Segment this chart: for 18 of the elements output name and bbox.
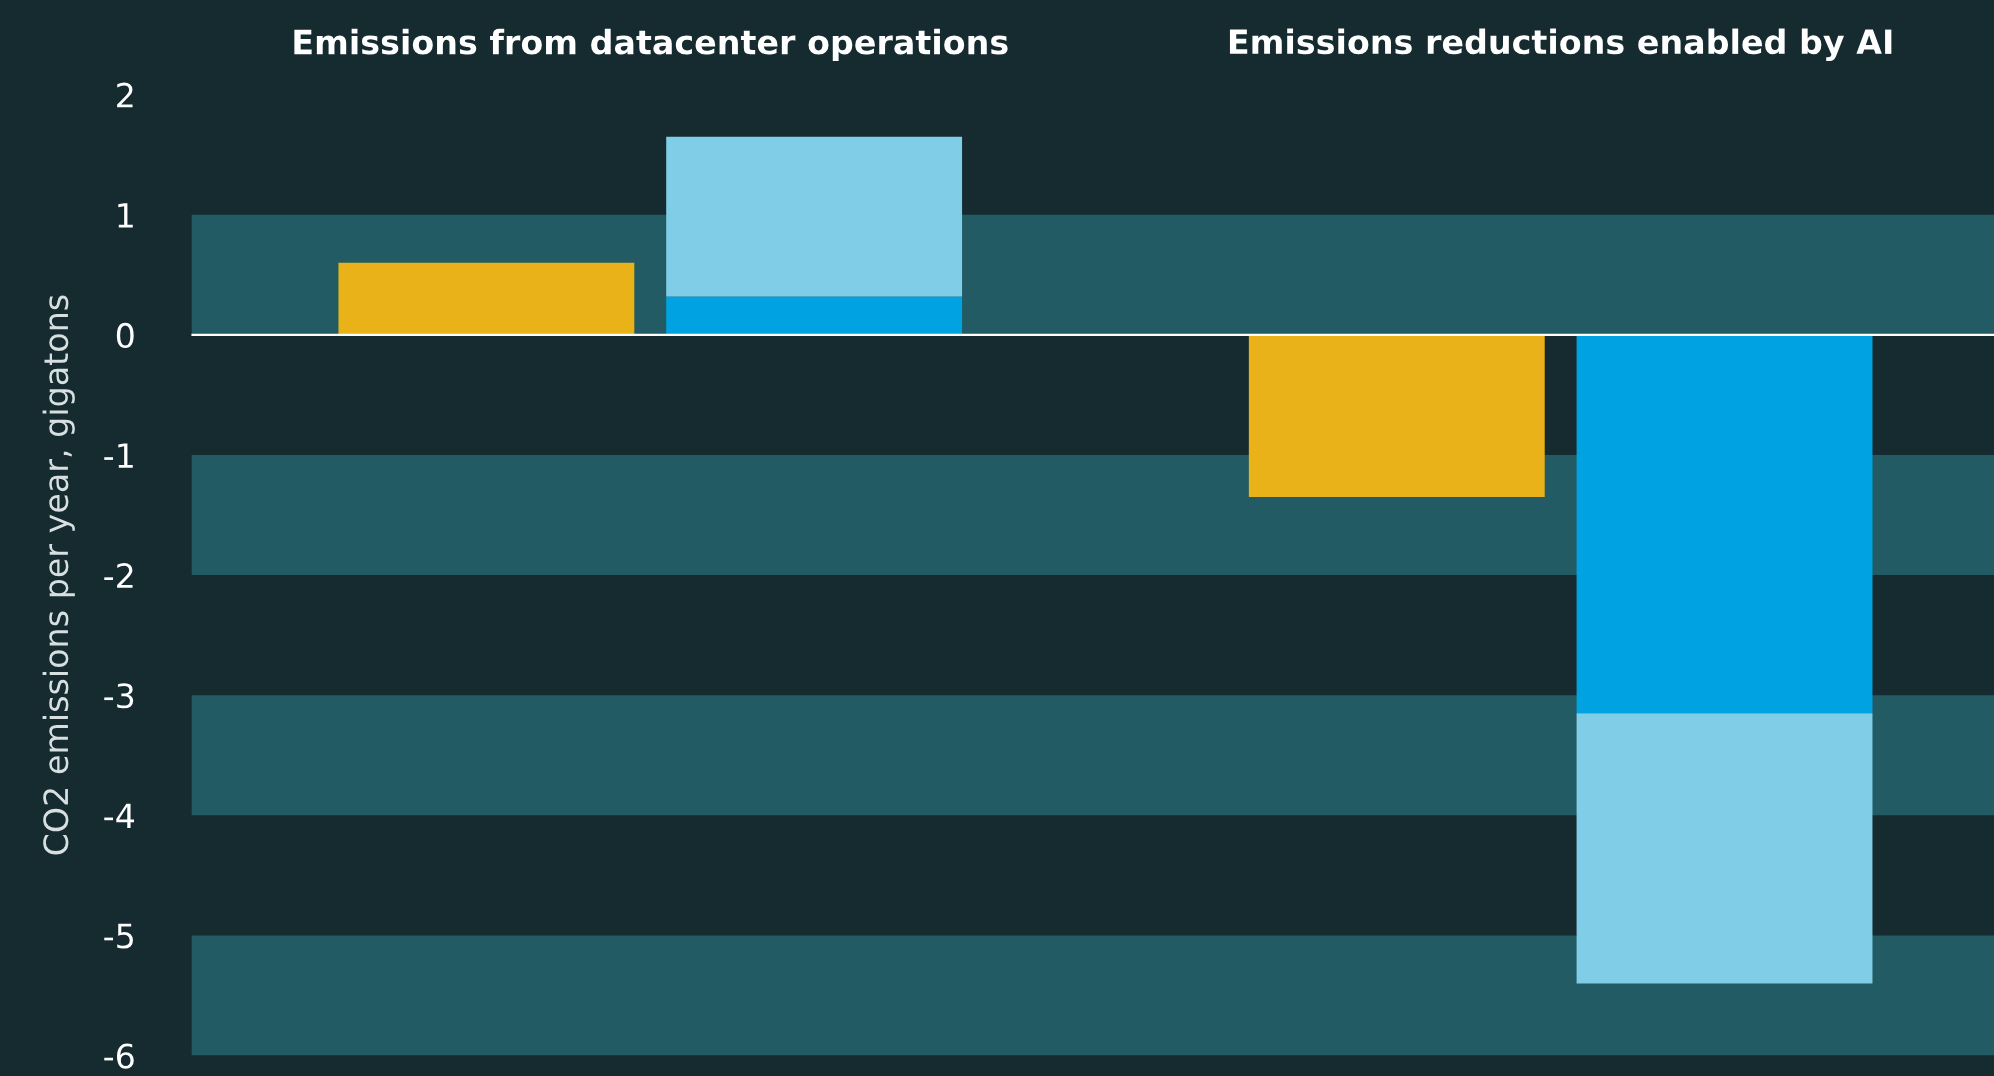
text: Emissions from datacenter operations (294, 28, 1008, 62)
y-tick-label: -4 (104, 803, 134, 828)
y-tick-label: 0 (116, 322, 134, 349)
bar (338, 262, 635, 335)
y-tick-label: -2 (104, 563, 133, 588)
bar (666, 296, 963, 335)
bar (1248, 334, 1545, 498)
y-tick-label: -6 (104, 1043, 134, 1069)
y-tick-label: -3 (104, 683, 134, 709)
bar (1576, 334, 1873, 714)
y-tick-label: -5 (104, 923, 133, 949)
y-axis-title: CO2 emissions per year, gigatons (42, 295, 75, 855)
y-tick-label: 1 (118, 203, 133, 228)
bar (1576, 713, 1873, 984)
y-tick-label: 2 (117, 82, 133, 108)
text: Emissions reductions enabled by AI (1229, 28, 1892, 62)
bar (666, 136, 963, 297)
y-tick-label: -1 (104, 443, 133, 468)
